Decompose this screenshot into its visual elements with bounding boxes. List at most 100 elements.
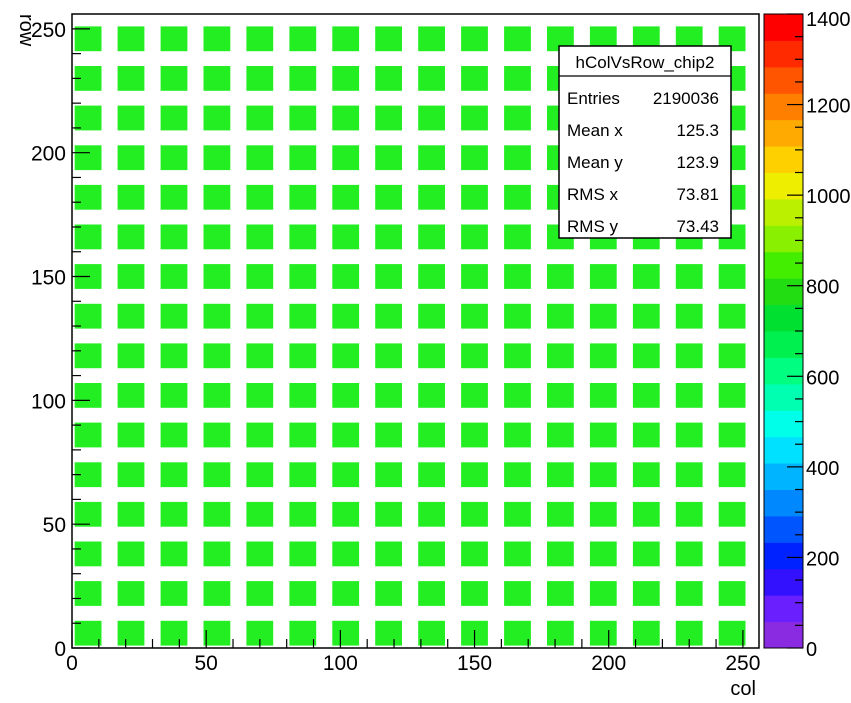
heatmap-cell <box>118 423 145 448</box>
heatmap-cell <box>118 66 145 91</box>
heatmap-cell <box>676 304 703 329</box>
stats-label: Mean x <box>567 121 623 140</box>
heatmap-cell <box>75 26 102 51</box>
heatmap-cell <box>418 423 445 448</box>
heatmap-cell <box>75 621 102 646</box>
heatmap-cell <box>204 106 231 131</box>
heatmap-cell <box>461 343 488 368</box>
heatmap-cell <box>118 304 145 329</box>
heatmap-cell <box>461 185 488 210</box>
heatmap-cell <box>75 304 102 329</box>
heatmap-cell <box>719 542 746 567</box>
heatmap-cell <box>504 66 531 91</box>
heatmap-cell <box>418 304 445 329</box>
heatmap-cell <box>161 26 188 51</box>
color-bar-segment <box>764 252 803 279</box>
heatmap-cell <box>504 423 531 448</box>
color-bar-segment <box>764 40 803 67</box>
heatmap-cell <box>504 621 531 646</box>
heatmap-cell <box>204 66 231 91</box>
heatmap-cell <box>118 225 145 250</box>
heatmap-cell <box>719 304 746 329</box>
heatmap-cell <box>246 225 273 250</box>
heatmap-cell <box>204 462 231 487</box>
heatmap-cell <box>418 343 445 368</box>
heatmap-cell <box>289 185 316 210</box>
stats-box-title: hColVsRow_chip2 <box>576 53 715 72</box>
heatmap-cell <box>332 462 359 487</box>
heatmap-cell <box>161 621 188 646</box>
heatmap-cell <box>590 542 617 567</box>
color-bar-segment <box>764 569 803 596</box>
heatmap-cell <box>332 66 359 91</box>
stats-value: 125.3 <box>676 121 719 140</box>
stats-label: RMS x <box>567 185 619 204</box>
heatmap-cell <box>547 621 574 646</box>
heatmap-cell <box>547 264 574 289</box>
heatmap-cell <box>590 462 617 487</box>
heatmap-cell <box>246 264 273 289</box>
heatmap-cell <box>504 542 531 567</box>
heatmap-cell <box>676 581 703 606</box>
color-bar-segment <box>764 278 803 305</box>
heatmap-cell <box>547 502 574 527</box>
x-tick-label: 50 <box>195 652 218 675</box>
color-bar-segment <box>764 595 803 622</box>
heatmap-cell <box>289 423 316 448</box>
heatmap-cell <box>75 225 102 250</box>
heatmap-cell <box>461 106 488 131</box>
heatmap-cell <box>375 26 402 51</box>
heatmap-cell <box>719 343 746 368</box>
heatmap-cell <box>590 264 617 289</box>
heatmap-cell <box>332 621 359 646</box>
heatmap-cell <box>375 621 402 646</box>
color-bar-segment <box>764 120 803 147</box>
heatmap-cell <box>375 542 402 567</box>
heatmap-cell <box>246 185 273 210</box>
heatmap-cell <box>161 225 188 250</box>
color-bar-segment <box>764 67 803 94</box>
heatmap-cell <box>332 225 359 250</box>
heatmap-cell <box>118 542 145 567</box>
heatmap-cell <box>504 581 531 606</box>
heatmap-cell <box>204 264 231 289</box>
heatmap-cell <box>461 423 488 448</box>
heatmap-cell <box>246 542 273 567</box>
x-tick-label: 150 <box>457 652 492 675</box>
heatmap-cell <box>246 502 273 527</box>
heatmap-cell <box>375 145 402 170</box>
heatmap-cell <box>75 502 102 527</box>
heatmap-cell <box>547 462 574 487</box>
heatmap-cell <box>332 502 359 527</box>
heatmap-cell <box>504 343 531 368</box>
heatmap-cell <box>332 264 359 289</box>
heatmap-cell <box>246 106 273 131</box>
heatmap-cell <box>246 423 273 448</box>
stats-label: Entries <box>567 89 620 108</box>
heatmap-cell <box>289 304 316 329</box>
heatmap-cell <box>590 621 617 646</box>
heatmap-cell <box>289 383 316 408</box>
heatmap-cell <box>418 383 445 408</box>
heatmap-cell <box>289 106 316 131</box>
color-bar-segment <box>764 437 803 464</box>
heatmap-cell <box>161 462 188 487</box>
heatmap-cell <box>676 502 703 527</box>
heatmap-cell <box>547 581 574 606</box>
heatmap-cell <box>461 145 488 170</box>
heatmap-cell <box>590 581 617 606</box>
heatmap-cell <box>676 264 703 289</box>
heatmap-cell <box>418 66 445 91</box>
heatmap-cell <box>590 423 617 448</box>
heatmap-cell <box>161 502 188 527</box>
heatmap-cell <box>375 581 402 606</box>
heatmap-cell <box>118 106 145 131</box>
y-tick-label: 0 <box>54 638 66 661</box>
heatmap-cell <box>332 343 359 368</box>
heatmap-cell <box>332 423 359 448</box>
heatmap-cell <box>418 621 445 646</box>
color-bar-label: 400 <box>806 458 839 480</box>
heatmap-cell <box>161 185 188 210</box>
heatmap-cell <box>161 383 188 408</box>
heatmap-cell <box>289 343 316 368</box>
